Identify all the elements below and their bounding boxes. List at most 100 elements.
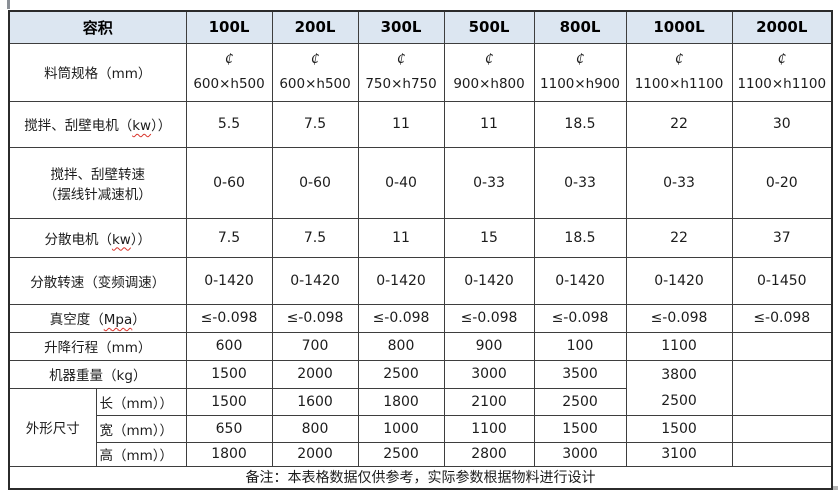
value-cell: 0-1420: [443, 256, 535, 305]
value-cell: 900: [443, 331, 535, 361]
value-cell: 11: [357, 100, 445, 148]
diameter-symbol: ₵: [396, 52, 406, 67]
value-cell: ≤-0.098: [185, 303, 273, 333]
value-cell: ≤-0.098: [271, 303, 359, 333]
col-header-800L: 800L: [533, 10, 627, 44]
value-cell: 0-1420: [625, 256, 733, 305]
value-cell: 7.5: [271, 100, 359, 148]
table-resize-handle: [833, 486, 838, 490]
value-cell: ≤-0.098: [625, 303, 733, 333]
sub-row-label: 长（mm））: [95, 387, 187, 416]
value-cell: 18.5: [533, 100, 627, 148]
row-label: 搅拌、刮壁转速 （摆线针减速机）: [8, 146, 187, 219]
value-cell: ₵ 1100×h900: [533, 42, 627, 102]
value-cell-empty: [731, 441, 833, 467]
row-disperse-motor: 分散电机（kw）） 7.5 7.5 11 15 18.5 22 37: [8, 217, 833, 258]
value-cell: 2500: [357, 441, 445, 467]
value-cell: ₵ 600×h500: [185, 42, 273, 102]
value-cell-empty: [731, 331, 833, 361]
row-label: 搅拌、刮壁电机（kw））: [8, 100, 187, 148]
value-cell: 2000: [271, 359, 359, 389]
row-lift-stroke: 升降行程（mm） 600 700 800 900 100 1100: [8, 331, 833, 361]
value-cell: 7.5: [271, 217, 359, 258]
row-mix-scrape-motor: 搅拌、刮壁电机（kw）） 5.5 7.5 11 11 18.5 22 30: [8, 100, 833, 148]
row-dim-length: 外形尺寸 长（mm）） 1500 1600 1800 2100 2500: [8, 387, 832, 467]
value-cell: 1500: [625, 414, 733, 443]
value-cell: 2500: [357, 359, 445, 389]
value-cell: ₵ 1100×h1100: [731, 42, 833, 102]
value-cell: 0-1450: [731, 256, 833, 305]
col-header-300L: 300L: [357, 10, 445, 44]
value-cell: 22: [625, 100, 733, 148]
value-cell: 15: [443, 217, 535, 258]
value-cell: 0-33: [533, 146, 627, 219]
value-cell: 2800: [443, 441, 535, 467]
value-cell: 11: [357, 217, 445, 258]
row-dim-height: 高（mm）） 1800 2000 2500 2800 3000 3100: [9, 441, 833, 467]
col-header-200L: 200L: [271, 10, 359, 44]
row-disperse-speed: 分散转速（变频调速） 0-1420 0-1420 0-1420 0-1420 0…: [8, 256, 833, 305]
value-cell: 1800: [185, 441, 273, 467]
value-cell: 1600: [271, 387, 359, 416]
diameter-symbol: ₵: [224, 52, 234, 67]
value-cell: 650: [185, 414, 273, 443]
diameter-symbol: ₵: [777, 52, 786, 67]
value-cell: 5.5: [185, 100, 273, 148]
value-cell: 2100: [443, 387, 535, 416]
value-cell: 800: [271, 414, 359, 443]
value-cell: 1500: [533, 414, 627, 443]
col-header-1000L: 1000L: [625, 10, 733, 44]
value-cell: ₵ 900×h800: [443, 42, 535, 102]
document-page: 容积 100L 200L 300L 500L 800L 1000L 2000L …: [8, 10, 834, 490]
value-cell: 0-33: [625, 146, 733, 219]
value-cell: 600: [185, 331, 273, 361]
value-cell: 3100: [625, 441, 733, 467]
value-cell: 1500: [185, 387, 273, 416]
value-cell: 0-1420: [533, 256, 627, 305]
value-cell: ≤-0.098: [731, 303, 833, 333]
dims-group-label: 外形尺寸: [8, 387, 97, 467]
value-cell: 0-1420: [271, 256, 359, 305]
value-cell: 2500: [533, 387, 627, 416]
value-cell: ≤-0.098: [533, 303, 627, 333]
value-cell: 1100: [443, 414, 535, 443]
value-cell: 0-20: [731, 146, 833, 219]
value-cell: 0-1420: [357, 256, 445, 305]
row-label: 机器重量（kg）: [8, 359, 187, 389]
col-header-2000L: 2000L: [731, 10, 833, 44]
value-cell: 0-60: [271, 146, 359, 219]
row-label: 升降行程（mm）: [8, 331, 187, 361]
row-label: 真空度（Mpa）: [8, 303, 187, 333]
table-handle-tick: [7, 0, 10, 9]
row-barrel-spec: 料筒规格（mm） ₵ 600×h500 ₵ 600×h500 ₵ 750×h750 ₵…: [8, 42, 833, 102]
value-cell: 800: [357, 331, 445, 361]
value-cell: 22: [625, 217, 733, 258]
row-footer-note: 备注：本表格数据仅供参考，实际参数根据物料进行设计: [8, 465, 833, 490]
row-label: 分散转速（变频调速）: [8, 256, 187, 305]
row-machine-weight: 机器重量（kg） 1500 2000 2500 3000 3500 3800 25…: [8, 359, 833, 416]
value-cell: 3500: [533, 359, 627, 389]
value-cell: 0-1420: [185, 256, 273, 305]
row-dim-width: 宽（mm）） 650 800 1000 1100 1500 1500: [9, 414, 833, 443]
value-cell: 700: [271, 331, 359, 361]
diameter-symbol: ₵: [310, 52, 320, 67]
col-header-100L: 100L: [185, 10, 273, 44]
spec-table: 容积 100L 200L 300L 500L 800L 1000L 2000L …: [8, 10, 834, 490]
header-capacity-label: 容积: [8, 10, 187, 44]
value-cell: ₵ 1100×h1100: [625, 42, 733, 102]
value-cell: 0-33: [443, 146, 535, 219]
merged-cell-2000L-empty: [731, 359, 833, 416]
row-label: 分散电机（kw））: [8, 217, 187, 258]
spellcheck-underlined-text: Mpa: [103, 312, 133, 328]
value-cell: 37: [731, 217, 833, 258]
value-cell: 1100: [625, 331, 733, 361]
value-cell: ₵ 600×h500: [271, 42, 359, 102]
merged-cell-1000L: 3800 2500: [625, 359, 733, 416]
row-label: 料筒规格（mm）: [8, 42, 187, 102]
sub-row-label: 高（mm））: [95, 441, 187, 467]
value-cell: 1000: [357, 414, 445, 443]
diameter-symbol: ₵: [674, 52, 684, 67]
row-mix-scrape-speed: 搅拌、刮壁转速 （摆线针减速机） 0-60 0-60 0-40 0-33 0-33…: [8, 146, 833, 219]
sub-row-label: 宽（mm））: [95, 414, 187, 443]
value-cell: 3000: [443, 359, 535, 389]
